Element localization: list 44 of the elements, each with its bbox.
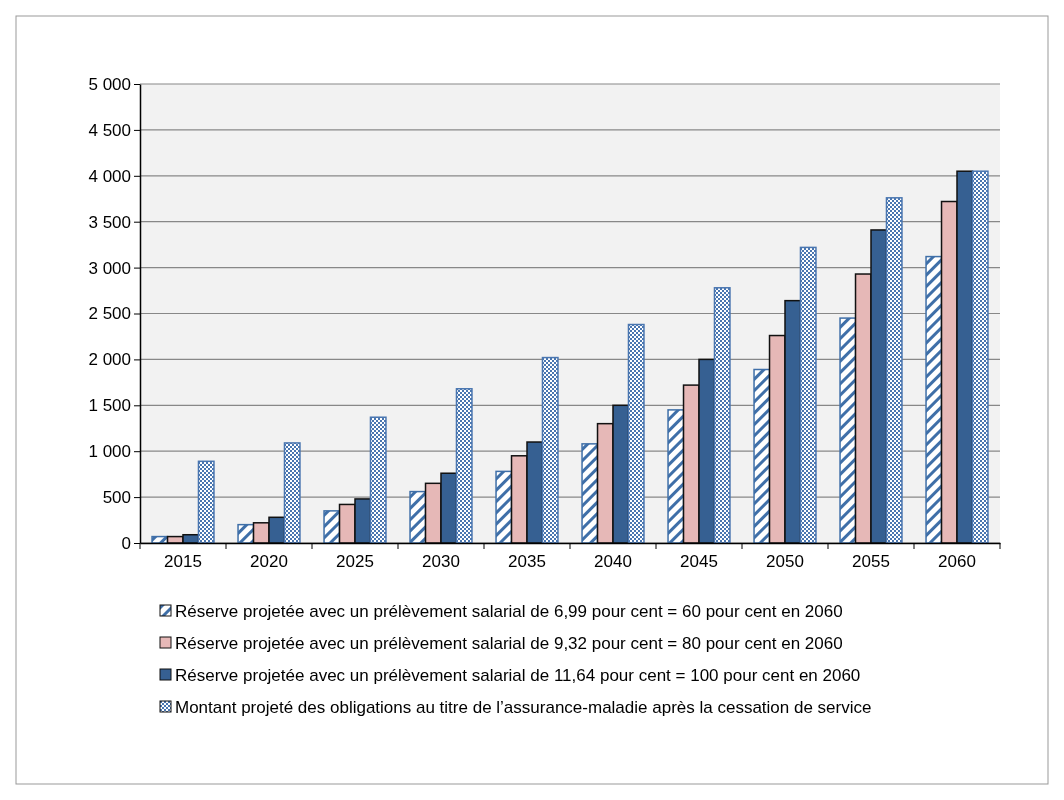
x-tick-label: 2050	[766, 552, 804, 572]
y-tick-label: 0	[121, 533, 131, 553]
bar	[713, 287, 731, 544]
legend-label: Réserve projetée avec un prélèvement salarial de 9,32 pour cent = 80 pour cent en 2060	[175, 634, 843, 653]
bar	[839, 317, 857, 544]
y-tick-label: 2 500	[88, 304, 131, 324]
bar	[971, 170, 989, 544]
x-tick-label: 2025	[336, 552, 374, 572]
x-tick-label: 2045	[680, 552, 718, 572]
x-tick-label: 2060	[938, 552, 976, 572]
bar	[925, 255, 943, 544]
bar	[627, 323, 645, 544]
x-tick-label: 2020	[250, 552, 288, 572]
legend-label: Réserve projetée avec un prélèvement salarial de 6,99 pour cent = 60 pour cent en 2060	[175, 602, 843, 621]
x-tick-label: 2030	[422, 552, 460, 572]
bar	[885, 197, 903, 544]
y-tick-label: 5 000	[88, 74, 131, 94]
legend-label: Montant projeté des obligations au titre de l’assurance-maladie après la cessation de service	[175, 698, 872, 717]
y-tick-label: 500	[102, 488, 131, 508]
y-tick-label: 1 500	[88, 396, 131, 416]
y-tick-label: 2 000	[88, 350, 131, 370]
x-tick-label: 2040	[594, 552, 632, 572]
bar	[323, 510, 341, 544]
y-tick-label: 4 000	[88, 166, 131, 186]
x-tick-label: 2055	[852, 552, 890, 572]
bar	[667, 409, 685, 544]
bar	[237, 523, 255, 544]
bar	[541, 356, 559, 544]
y-tick-label: 3 000	[88, 258, 131, 278]
bar	[197, 460, 215, 544]
bar	[799, 246, 817, 544]
x-tick-label: 2015	[164, 552, 202, 572]
bar	[753, 368, 771, 544]
bar	[495, 470, 513, 544]
bar	[455, 388, 473, 544]
y-tick-label: 3 500	[88, 212, 131, 232]
y-tick-label: 1 000	[88, 442, 131, 462]
bar	[369, 416, 387, 544]
bar	[283, 442, 301, 544]
bar	[409, 490, 427, 544]
legend-label: Réserve projetée avec un prélèvement salarial de 11,64 pour cent = 100 pour cent en 2060	[175, 666, 861, 685]
bar	[581, 443, 599, 544]
y-tick-label: 4 500	[88, 120, 131, 140]
x-tick-label: 2035	[508, 552, 546, 572]
